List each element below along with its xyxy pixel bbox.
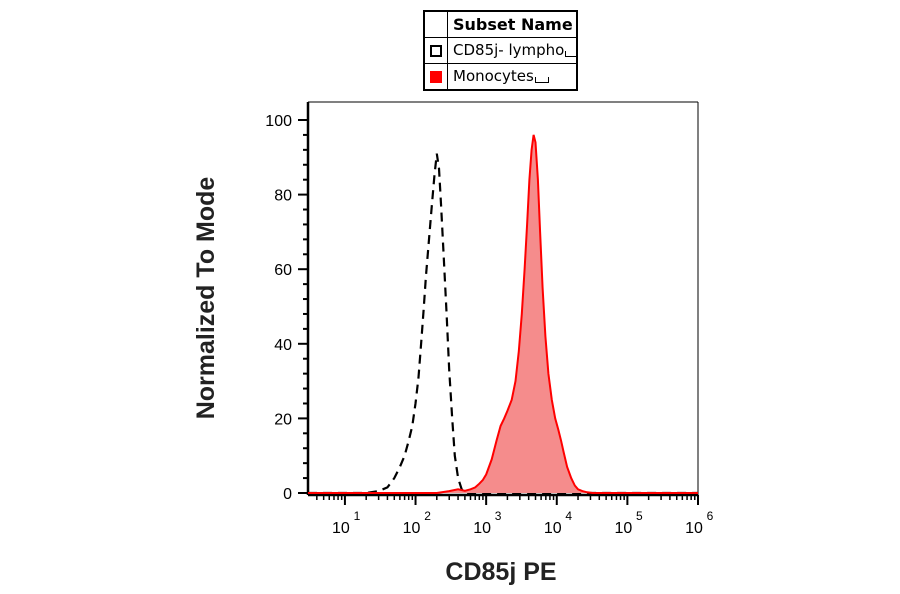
resize-handle-icon [565,51,576,57]
series-line-lympho [308,153,698,495]
y-tick-label: 60 [274,262,292,279]
x-tick-exponent: 4 [565,509,572,523]
x-axis-title: CD85j PE [445,558,556,586]
x-tick-exponent: 2 [424,509,431,523]
legend-label-cell-lympho: CD85j- lympho [448,38,576,63]
legend-swatch-cell-lympho [425,38,448,63]
legend-header-row: Subset Name [425,12,576,37]
legend-header-swatch-cell [425,12,448,37]
y-tick-label: 80 [274,188,292,205]
x-tick-label: 10 [685,520,703,537]
filled-square-icon [430,70,442,83]
y-axis: 0 20 40 60 80 100 [265,113,308,503]
x-tick-exponent: 1 [354,509,361,523]
plot-frame [306,101,699,497]
legend-label-lympho: CD85j- lympho [453,41,565,59]
resize-handle-icon [534,77,549,83]
legend-swatch-cell-monocytes [425,64,448,89]
open-square-icon [430,44,442,57]
series-line-monocytes [308,134,698,494]
y-tick-label: 40 [274,337,292,354]
x-tick-exponent: 3 [495,509,502,523]
legend: Subset Name CD85j- lympho Monocytes [423,10,578,91]
y-tick-label: 20 [274,411,292,428]
x-tick-label: 10 [403,520,421,537]
x-tick-exponent: 5 [636,509,643,523]
legend-label-cell-monocytes: Monocytes [448,64,576,89]
legend-item-monocytes: Monocytes [425,63,576,89]
series-area-monocytes [308,134,698,493]
legend-label-monocytes: Monocytes [453,67,534,85]
legend-title: Subset Name [453,15,573,34]
x-tick-exponent: 6 [707,509,714,523]
x-tick-label: 10 [544,520,562,537]
x-tick-label: 10 [614,520,632,537]
x-tick-label: 10 [332,520,350,537]
y-axis-title: Normalized To Mode [192,177,220,420]
series-layer [308,134,698,495]
y-tick-label: 0 [283,486,292,503]
x-tick-label: 10 [473,520,491,537]
y-tick-label: 100 [265,113,292,130]
legend-item-lympho: CD85j- lympho [425,37,576,63]
